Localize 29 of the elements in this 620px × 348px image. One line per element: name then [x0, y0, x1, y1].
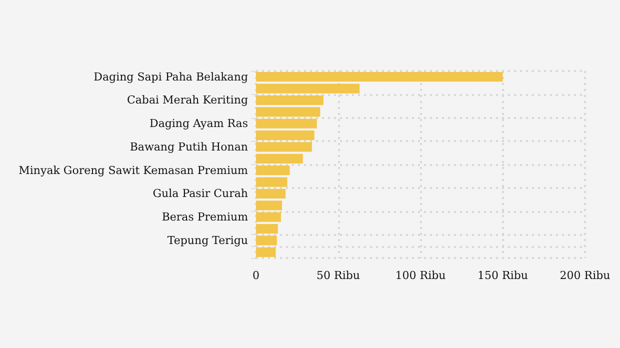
- y-tick-label: Minyak Goreng Sawit Kemasan Premium: [18, 164, 249, 177]
- y-tick-label: Gula Pasir Curah: [152, 187, 248, 200]
- bar: [256, 177, 288, 187]
- y-tick-label: Bawang Putih Honan: [130, 140, 248, 154]
- bar: [256, 107, 320, 117]
- x-tick-label: 0: [252, 269, 260, 282]
- bar: [256, 212, 282, 222]
- bar: [256, 154, 303, 164]
- bar: [256, 118, 317, 128]
- bar: [256, 200, 282, 210]
- bar: [256, 142, 312, 152]
- bar: [256, 95, 324, 106]
- x-tick-label: 50 Ribu: [316, 269, 360, 282]
- bar: [256, 224, 278, 234]
- bar: [256, 84, 360, 94]
- bar: [256, 130, 314, 140]
- y-tick-label: Beras Premium: [162, 210, 249, 224]
- x-tick-label: 150 Ribu: [478, 269, 528, 282]
- y-tick-label: Daging Ayam Ras: [150, 117, 248, 130]
- bar: [256, 166, 290, 176]
- bar: [256, 188, 286, 199]
- bar: [256, 236, 277, 246]
- y-tick-label: Daging Sapi Paha Belakang: [94, 70, 248, 84]
- bar: [256, 72, 503, 82]
- y-tick-label: Cabai Merah Keriting: [126, 94, 248, 107]
- y-tick-label: Tepung Terigu: [167, 234, 248, 247]
- x-tick-label: 100 Ribu: [395, 269, 446, 282]
- bar: [256, 247, 276, 257]
- x-tick-label: 200 Ribu: [560, 269, 610, 282]
